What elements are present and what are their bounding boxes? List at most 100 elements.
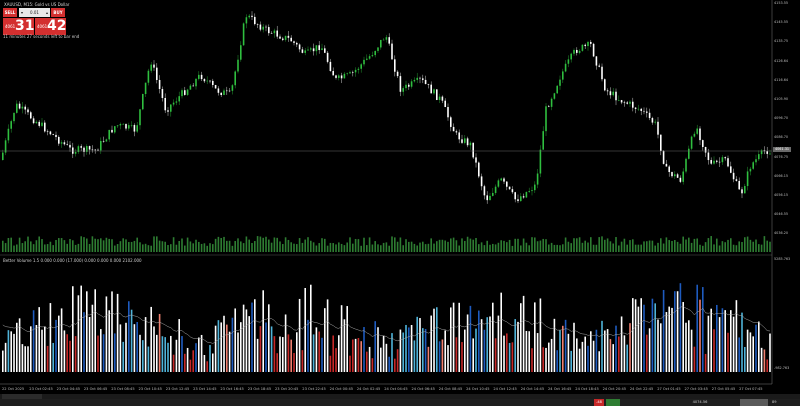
candle — [136, 122, 138, 133]
candle — [399, 72, 402, 97]
volume-bar — [646, 334, 648, 372]
tick-volume-bar — [318, 243, 320, 252]
tick-volume-bar — [156, 236, 158, 252]
volume-bar — [606, 329, 609, 372]
volume-bar — [366, 351, 368, 372]
candle — [710, 157, 712, 165]
volume-bar — [634, 299, 637, 372]
candle — [2, 149, 4, 161]
buy-price-prefix: 4061 — [37, 24, 48, 29]
candle — [209, 79, 211, 84]
chart-tab-active[interactable] — [2, 394, 42, 399]
tick-volume-bar — [147, 245, 150, 252]
candle — [416, 72, 418, 84]
sell-price-box[interactable]: 4061 31 — [3, 18, 34, 35]
tick-volume-bar — [654, 245, 656, 252]
candle — [304, 47, 306, 56]
tick-volume-bar — [601, 236, 603, 252]
volume-bar — [662, 289, 665, 372]
volume-bar — [674, 291, 676, 372]
volume-bar — [240, 322, 242, 372]
volume-axis-label: -982.763 — [774, 366, 790, 370]
candle — [584, 43, 586, 50]
lots-value[interactable]: 0.01 — [30, 10, 39, 15]
candle — [539, 145, 542, 178]
tick-volume-bar — [259, 236, 262, 252]
tick-volume-bar — [262, 237, 264, 252]
volume-bar — [380, 347, 382, 372]
volume-bar — [298, 298, 301, 372]
tick-volume-bar — [671, 240, 673, 252]
tick-volume-bar — [609, 241, 612, 252]
sell-button[interactable]: SELL — [3, 8, 17, 17]
candle — [688, 145, 690, 160]
candle — [567, 55, 570, 68]
tick-volume-bar — [570, 243, 572, 252]
tick-volume-bar — [472, 239, 474, 252]
tick-volume-bar — [413, 243, 416, 252]
candle — [682, 168, 684, 185]
tick-volume-bar — [38, 236, 40, 252]
candle — [189, 84, 192, 90]
buy-price-box[interactable]: 4061 42 — [35, 18, 66, 35]
volume-bar — [105, 296, 108, 372]
candle — [30, 110, 32, 120]
candle — [716, 159, 718, 164]
volume-bar — [371, 358, 374, 372]
tick-volume-bar — [346, 242, 348, 252]
candle — [284, 35, 287, 42]
candle — [601, 63, 603, 82]
candle — [122, 123, 124, 125]
lots-increase-icon[interactable]: ▴ — [45, 10, 48, 15]
buy-price-pips: 42 — [47, 18, 67, 34]
candle — [735, 176, 738, 182]
lots-decrease-icon[interactable]: ▾ — [21, 10, 24, 15]
volume-bar — [282, 337, 284, 372]
volume-bar — [676, 291, 679, 372]
candle — [609, 87, 612, 99]
candle — [94, 149, 96, 154]
volume-bar — [399, 329, 402, 372]
candle — [455, 129, 458, 135]
lots-field[interactable]: ▾ 0.01 ▴ — [19, 8, 50, 17]
volume-bar — [175, 339, 178, 372]
volume-bar — [483, 329, 486, 372]
tick-volume-bar — [212, 244, 214, 252]
candle — [164, 93, 166, 114]
tick-volume-bar — [60, 238, 63, 252]
candle — [287, 30, 290, 42]
candle — [570, 52, 572, 63]
volume-bar — [427, 346, 430, 372]
candle — [405, 80, 407, 91]
tick-volume-bar — [587, 242, 589, 252]
tick-volume-bar — [16, 244, 18, 252]
tick-volume-bar — [399, 237, 402, 252]
volume-bar — [158, 313, 161, 372]
volume-bar — [301, 350, 304, 372]
volume-bar — [721, 308, 724, 372]
tick-volume-bar — [172, 237, 175, 252]
tick-volume-bar — [424, 244, 427, 252]
candle — [116, 125, 119, 128]
volume-bar — [758, 321, 760, 372]
candle — [741, 186, 743, 199]
tick-volume-bar — [24, 241, 26, 252]
volume-bar — [604, 330, 606, 372]
tick-volume-bar — [116, 244, 119, 252]
volume-bar — [310, 284, 312, 372]
tick-volume-bar — [21, 243, 24, 252]
buy-button[interactable]: BUY — [51, 8, 65, 17]
tick-volume-bar — [150, 245, 152, 252]
volume-bar — [671, 307, 673, 372]
volume-bar — [108, 310, 110, 372]
volume-bar — [304, 288, 306, 372]
candle — [707, 148, 710, 165]
candle — [318, 41, 320, 54]
tick-volume-bar — [13, 245, 15, 252]
tick-volume-bar — [730, 238, 732, 252]
volume-bar — [287, 334, 290, 372]
volume-bar — [315, 327, 318, 372]
status-price-value: 4074.56 — [692, 400, 708, 404]
